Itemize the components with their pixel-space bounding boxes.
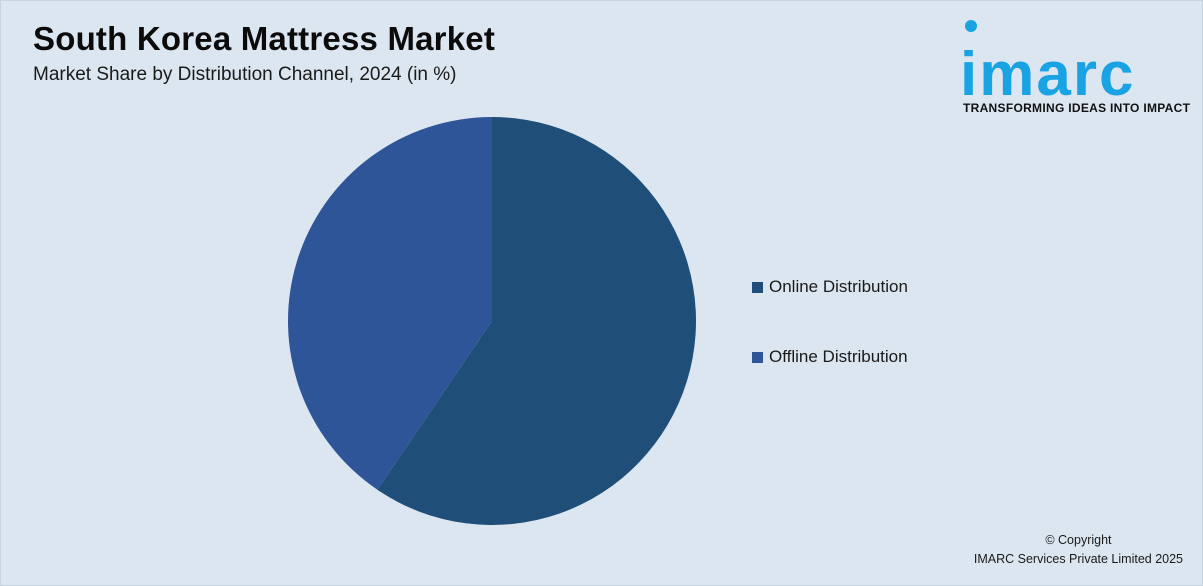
pie-slice-online-distribution bbox=[377, 117, 696, 525]
pie-slice-offline-distribution bbox=[288, 117, 492, 490]
imarc-logo: imarc TRANSFORMING IDEAS INTO IMPACT bbox=[960, 14, 1195, 119]
copyright-notice: © Copyright IMARC Services Private Limit… bbox=[974, 531, 1183, 569]
legend-label-offline: Offline Distribution bbox=[769, 347, 908, 366]
legend-item-online: Online Distribution bbox=[752, 276, 908, 298]
legend-label-online: Online Distribution bbox=[769, 277, 908, 296]
legend-item-offline: Offline Distribution bbox=[752, 346, 908, 368]
chart-title: South Korea Mattress Market bbox=[33, 20, 496, 57]
copyright-line-1: © Copyright bbox=[1045, 533, 1112, 547]
logo-dot-icon bbox=[965, 20, 977, 32]
logo-tagline: TRANSFORMING IDEAS INTO IMPACT bbox=[963, 101, 1191, 115]
chart-legend: Online Distribution Offline Distribution bbox=[752, 276, 908, 416]
legend-swatch-online bbox=[752, 281, 763, 293]
chart-subtitle: Market Share by Distribution Channel, 20… bbox=[33, 64, 457, 85]
copyright-line-2: IMARC Services Private Limited 2025 bbox=[973, 552, 1183, 566]
logo-wordmark: imarc bbox=[960, 40, 1136, 109]
legend-swatch-offline bbox=[752, 351, 763, 363]
